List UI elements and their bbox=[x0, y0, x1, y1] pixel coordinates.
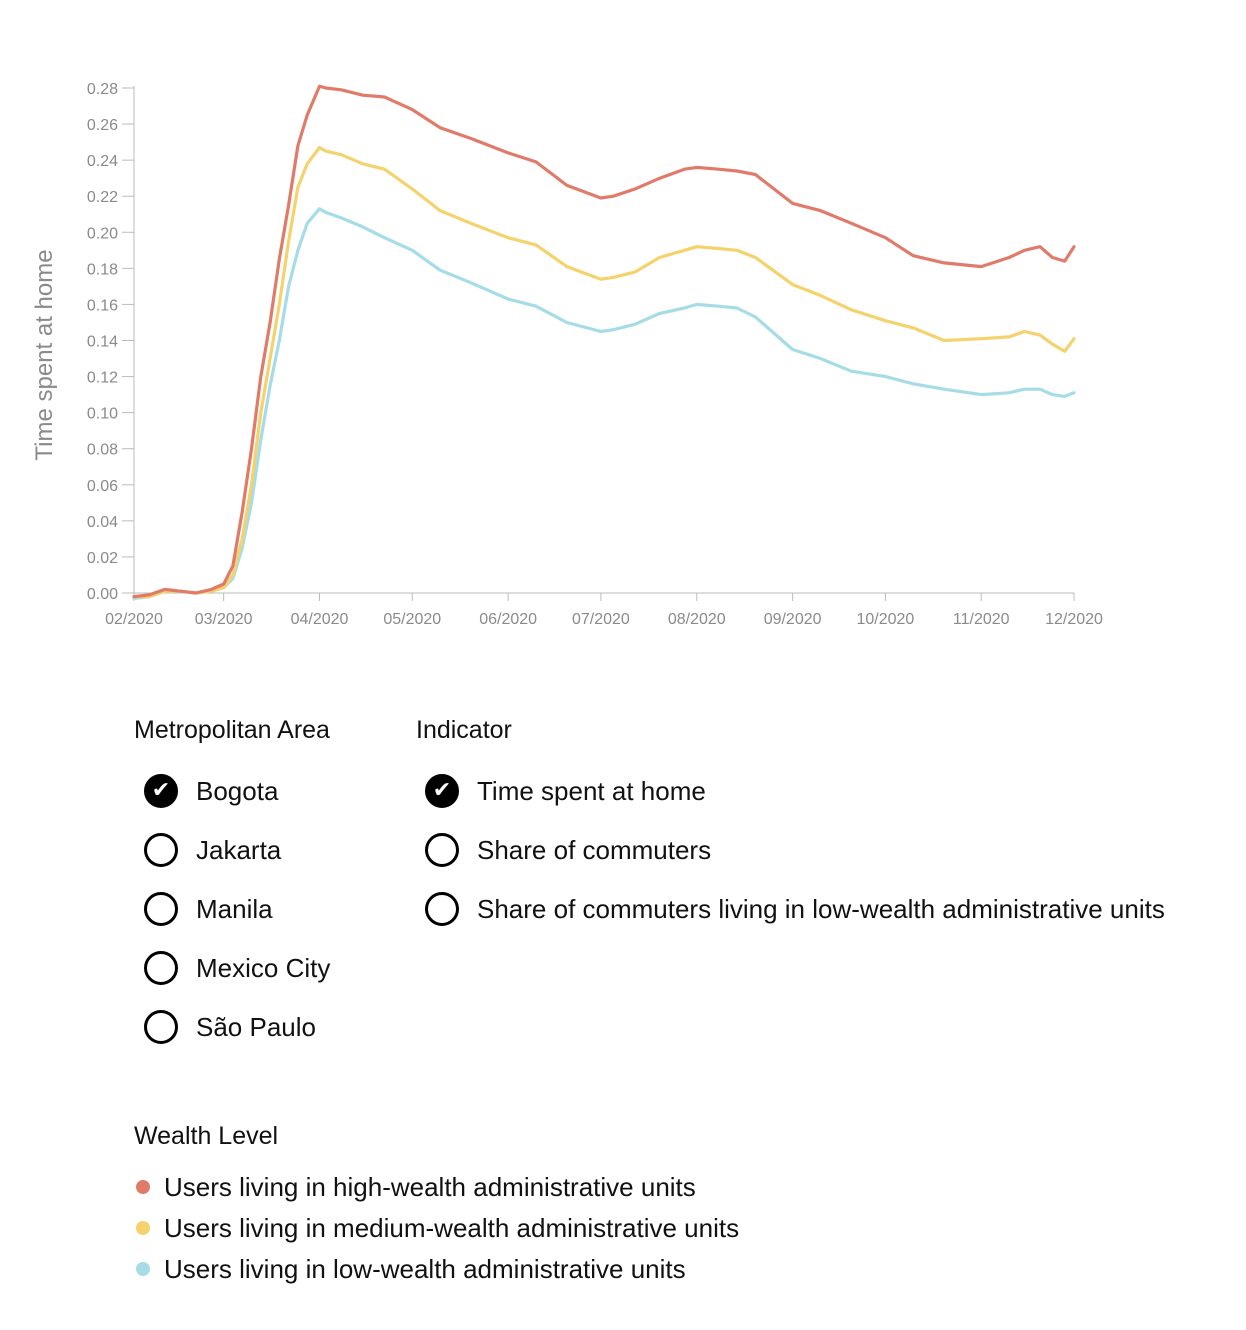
option-label: Time spent at home bbox=[477, 775, 706, 806]
x-tick-label: 08/2020 bbox=[668, 611, 726, 628]
x-tick-label: 09/2020 bbox=[764, 611, 822, 628]
radio-checked-icon[interactable]: ✔ bbox=[425, 774, 459, 808]
option-s-o-paulo[interactable]: São Paulo bbox=[144, 1006, 316, 1048]
y-axis-title: Time spent at home bbox=[31, 249, 58, 460]
y-axis: 0.00 0.02 0.04 0.06 0.08 0.10 0.12 0.14 0.16 0.18… bbox=[87, 81, 135, 603]
y-tick-label: 0.06 bbox=[87, 478, 118, 495]
x-axis: 02/2020 03/2020 04/2020 05/2020 06/2020 07/20… bbox=[105, 592, 1103, 628]
y-tick-label: 0.12 bbox=[87, 370, 118, 387]
option-share-of-commuters-living-in-low-wealth-administrative-units[interactable]: Share of commuters living in low-wealth … bbox=[425, 888, 1165, 930]
y-tick-label: 0.00 bbox=[87, 586, 118, 603]
radio-unchecked-icon[interactable] bbox=[425, 833, 459, 867]
y-tick-label: 0.04 bbox=[87, 514, 118, 531]
x-tick-label: 11/2020 bbox=[953, 611, 1010, 628]
option-label: São Paulo bbox=[196, 1011, 316, 1042]
x-tick-label: 10/2020 bbox=[856, 611, 914, 628]
option-label: Bogota bbox=[196, 775, 279, 806]
legend-dot-icon bbox=[136, 1180, 150, 1194]
legend-label: Users living in high-wealth administrati… bbox=[164, 1171, 696, 1202]
y-tick-label: 0.02 bbox=[87, 550, 118, 567]
y-tick-label: 0.08 bbox=[87, 442, 118, 459]
x-tick-label: 04/2020 bbox=[291, 611, 349, 628]
wealth-level-title: Wealth Level bbox=[134, 1122, 279, 1150]
x-tick-label: 03/2020 bbox=[195, 611, 253, 628]
y-tick-label: 0.24 bbox=[87, 153, 118, 170]
radio-unchecked-icon[interactable] bbox=[425, 892, 459, 926]
option-label: Mexico City bbox=[196, 952, 331, 983]
y-tick-label: 0.18 bbox=[87, 261, 118, 278]
x-tick-label: 07/2020 bbox=[572, 611, 630, 628]
legend-item: Users living in low-wealth administrativ… bbox=[136, 1252, 686, 1286]
legend-item: Users living in high-wealth administrati… bbox=[136, 1170, 696, 1204]
y-tick-label: 0.26 bbox=[87, 117, 118, 134]
series-line-medium-wealth bbox=[132, 145, 1076, 599]
option-jakarta[interactable]: Jakarta bbox=[144, 829, 281, 871]
time-at-home-chart: 0.00 0.02 0.04 0.06 0.08 0.10 0.12 0.14 0.16 0.18… bbox=[31, 81, 1103, 628]
option-time-spent-at-home[interactable]: ✔ Time spent at home bbox=[425, 770, 706, 812]
option-label: Share of commuters bbox=[477, 834, 712, 865]
radio-unchecked-icon[interactable] bbox=[144, 1010, 178, 1044]
option-bogota[interactable]: ✔ Bogota bbox=[144, 770, 278, 812]
metro-area-title: Metropolitan Area bbox=[134, 716, 330, 744]
y-tick-label: 0.28 bbox=[87, 81, 118, 98]
legend-label: Users living in medium-wealth administra… bbox=[164, 1212, 740, 1243]
radio-checked-icon[interactable]: ✔ bbox=[144, 774, 178, 808]
legend-item: Users living in medium-wealth administra… bbox=[136, 1211, 739, 1245]
y-tick-label: 0.16 bbox=[87, 297, 118, 314]
x-tick-label: 02/2020 bbox=[105, 611, 163, 628]
option-manila[interactable]: Manila bbox=[144, 888, 273, 930]
chart-series-lines bbox=[132, 84, 1076, 601]
legend-dot-icon bbox=[136, 1262, 150, 1276]
radio-unchecked-icon[interactable] bbox=[144, 833, 178, 867]
x-tick-label: 06/2020 bbox=[479, 611, 537, 628]
checkmark-icon: ✔ bbox=[151, 778, 171, 803]
y-tick-label: 0.10 bbox=[87, 406, 118, 423]
option-label: Share of commuters living in low-wealth … bbox=[477, 893, 1165, 924]
radio-unchecked-icon[interactable] bbox=[144, 951, 178, 985]
y-tick-label: 0.22 bbox=[87, 189, 118, 206]
legend-label: Users living in low-wealth administrativ… bbox=[164, 1253, 686, 1284]
x-tick-label: 12/2020 bbox=[1045, 611, 1103, 628]
series-line-low-wealth bbox=[132, 207, 1076, 601]
option-label: Manila bbox=[196, 893, 273, 924]
y-tick-label: 0.14 bbox=[87, 334, 118, 351]
checkmark-icon: ✔ bbox=[432, 778, 452, 803]
option-mexico-city[interactable]: Mexico City bbox=[144, 947, 330, 989]
indicator-title: Indicator bbox=[416, 716, 512, 744]
x-tick-label: 05/2020 bbox=[383, 611, 441, 628]
legend-dot-icon bbox=[136, 1221, 150, 1235]
option-share-of-commuters[interactable]: Share of commuters bbox=[425, 829, 711, 871]
radio-unchecked-icon[interactable] bbox=[144, 892, 178, 926]
option-label: Jakarta bbox=[196, 834, 282, 865]
y-tick-label: 0.20 bbox=[87, 225, 118, 242]
series-line-high-wealth bbox=[132, 84, 1076, 599]
